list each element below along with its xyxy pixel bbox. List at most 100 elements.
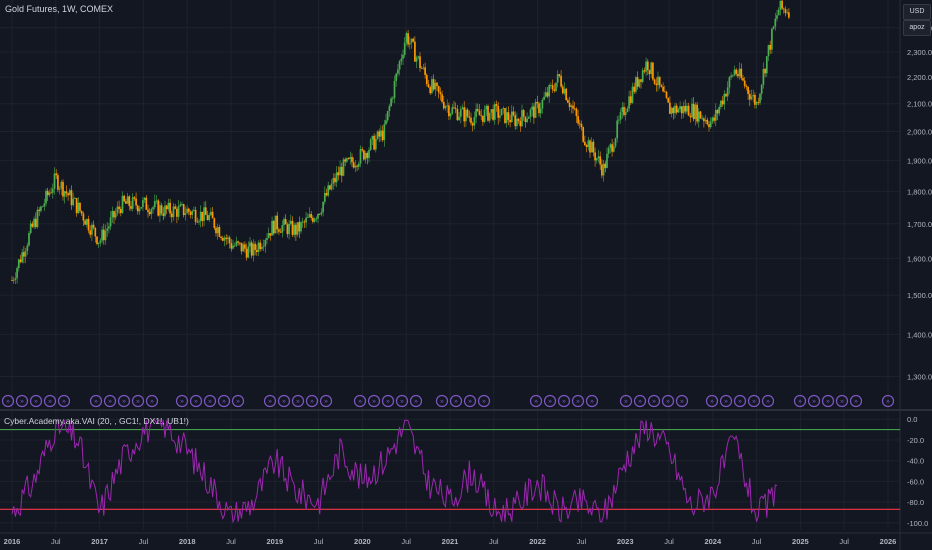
signal-marker-icon[interactable] <box>807 394 821 408</box>
signal-marker-icon[interactable] <box>89 394 103 408</box>
candle-body <box>357 163 360 167</box>
signal-marker-icon[interactable] <box>189 394 203 408</box>
signal-marker-icon[interactable] <box>647 394 661 408</box>
candle-body <box>283 219 285 226</box>
candle-body <box>380 130 382 137</box>
signal-marker-icon[interactable] <box>29 394 43 408</box>
signal-marker-icon[interactable] <box>231 394 245 408</box>
candle-body <box>680 106 683 114</box>
candle-body <box>289 220 292 224</box>
signal-marker-icon[interactable] <box>557 394 571 408</box>
signal-marker-icon[interactable] <box>131 394 145 408</box>
signal-marker-icon[interactable] <box>381 394 395 408</box>
signal-marker-icon[interactable] <box>835 394 849 408</box>
candle-body <box>36 209 39 228</box>
signal-marker-icon[interactable] <box>117 394 131 408</box>
candle-body <box>677 109 680 113</box>
signal-marker-icon[interactable] <box>145 394 159 408</box>
signal-marker-icon[interactable] <box>571 394 585 408</box>
candle-body <box>709 121 712 128</box>
candle-body <box>614 138 617 147</box>
signal-marker-icon[interactable] <box>217 394 231 408</box>
currency-button[interactable]: USD <box>903 4 931 20</box>
signal-marker-icon[interactable] <box>175 394 189 408</box>
candle-body <box>470 117 472 124</box>
signal-marker-icon[interactable] <box>585 394 599 408</box>
candle-body <box>82 213 85 221</box>
signal-marker-icon[interactable] <box>881 394 895 408</box>
signal-marker-icon[interactable] <box>305 394 319 408</box>
scale-mode-button[interactable]: apoz <box>903 20 931 36</box>
candle-body <box>182 204 185 216</box>
signal-marker-icon[interactable] <box>367 394 381 408</box>
signal-marker-icon[interactable] <box>353 394 367 408</box>
signal-marker-icon[interactable] <box>661 394 675 408</box>
signal-marker-icon[interactable] <box>477 394 491 408</box>
signal-marker-icon[interactable] <box>733 394 747 408</box>
candle-body <box>536 101 539 104</box>
signal-marker-icon[interactable] <box>849 394 863 408</box>
candle-body <box>436 82 438 87</box>
signal-marker-icon[interactable] <box>409 394 423 408</box>
candle-body <box>595 158 598 161</box>
candle-body <box>422 67 425 69</box>
candle-body <box>29 223 32 234</box>
candle-body <box>590 141 593 153</box>
candle-body <box>624 112 627 116</box>
signal-marker-icon[interactable] <box>747 394 761 408</box>
candle-body <box>490 109 493 113</box>
candle-body <box>417 56 420 58</box>
indicator-title[interactable]: Cyber.Academy.aka.VAI (20, , GC1!, DX1!,… <box>4 416 189 426</box>
candle-body <box>726 87 729 97</box>
signal-marker-icon[interactable] <box>435 394 449 408</box>
candle-body <box>215 227 217 234</box>
signal-arrow-icon: » <box>454 398 458 406</box>
signal-marker-icon[interactable] <box>543 394 557 408</box>
candle-body <box>723 93 726 105</box>
candle-body <box>482 115 484 122</box>
signal-marker-icon[interactable] <box>619 394 633 408</box>
signal-arrow-icon: » <box>208 398 212 406</box>
signal-marker-icon[interactable] <box>705 394 719 408</box>
signal-marker-icon[interactable] <box>463 394 477 408</box>
signal-marker-icon[interactable] <box>103 394 117 408</box>
candle-body <box>249 242 251 247</box>
signal-marker-icon[interactable] <box>449 394 463 408</box>
candle-body <box>55 173 58 176</box>
candle-body <box>14 278 17 280</box>
signal-marker-icon[interactable] <box>319 394 333 408</box>
candle-body <box>167 202 170 210</box>
signal-marker-icon[interactable] <box>761 394 775 408</box>
signal-arrow-icon: » <box>666 398 670 406</box>
candle-body <box>41 206 44 208</box>
signal-marker-icon[interactable] <box>57 394 71 408</box>
signal-marker-icon[interactable] <box>1 394 15 408</box>
candle-body <box>38 209 41 211</box>
candle-body <box>434 82 437 90</box>
signal-marker-icon[interactable] <box>793 394 807 408</box>
signal-marker-icon[interactable] <box>633 394 647 408</box>
signal-marker-icon[interactable] <box>263 394 277 408</box>
price-tick-label: 1,300.0 <box>907 372 932 381</box>
signal-marker-icon[interactable] <box>203 394 217 408</box>
signal-marker-icon[interactable] <box>291 394 305 408</box>
signal-marker-icon[interactable] <box>43 394 57 408</box>
signal-arrow-icon: » <box>738 398 742 406</box>
signal-arrow-icon: » <box>886 398 890 406</box>
candle-body <box>539 108 542 114</box>
signal-marker-icon[interactable] <box>719 394 733 408</box>
signal-marker-icon[interactable] <box>529 394 543 408</box>
signal-marker-icon[interactable] <box>675 394 689 408</box>
signal-marker-icon[interactable] <box>15 394 29 408</box>
candle-body <box>332 177 335 184</box>
candle-body <box>425 74 428 85</box>
candle-body <box>374 139 377 150</box>
candle-body <box>363 150 365 160</box>
signal-marker-icon[interactable] <box>277 394 291 408</box>
symbol-title[interactable]: Gold Futures, 1W, COMEX <box>5 4 114 14</box>
candle-body <box>604 163 607 168</box>
candle-body <box>245 248 248 258</box>
signal-marker-icon[interactable] <box>395 394 409 408</box>
signal-marker-icon[interactable] <box>821 394 835 408</box>
